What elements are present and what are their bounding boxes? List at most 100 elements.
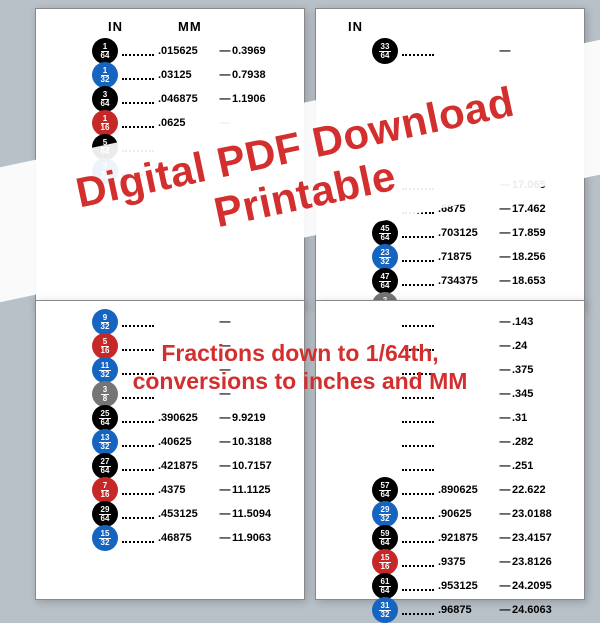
leader-dots [402,581,434,591]
conversion-row: 1516.9375—23.8126 [328,551,572,573]
value-mm: 0.7938 [232,69,292,81]
value-mm: 24.6063 [512,604,572,616]
dash-separator: — [218,484,232,496]
fraction-bullet: 132 [92,62,118,88]
dash-separator: — [498,436,512,448]
fraction-bullet: 2964 [92,501,118,527]
leader-dots [122,533,154,543]
value-mm: .251 [512,460,572,472]
dash-separator: — [498,604,512,616]
fraction-bullet: 4764 [372,268,398,294]
value-mm: 11.1125 [232,484,292,496]
conversion-row: —.251 [328,455,572,477]
column-headers: IN [328,19,572,34]
dash-separator: — [498,251,512,263]
conversion-row: 716.4375—11.1125 [48,479,292,501]
dash-separator: — [498,275,512,287]
header-mm: MM [178,19,248,34]
header-in: IN [108,19,178,34]
bullet-group: 3364 [328,38,398,64]
column-headers: IN MM [48,19,292,34]
leader-dots [402,557,434,567]
fraction-bullet: 6164 [372,573,398,599]
value-mm: 18.256 [512,251,572,263]
value-mm: 24.2095 [512,580,572,592]
value-mm: 9.9219 [232,412,292,424]
leader-dots [122,509,154,519]
conversion-row: 4564.703125—17.859 [328,222,572,244]
dash-separator: — [498,532,512,544]
leader-dots [402,413,434,423]
value-mm: .24 [512,340,572,352]
fraction-bullet: 164 [92,38,118,64]
dash-separator: — [218,460,232,472]
leader-dots [402,485,434,495]
conversion-row: —.143 [328,311,572,333]
fraction-bullet: 5764 [372,477,398,503]
dash-separator: — [498,484,512,496]
value-mm: 11.9063 [232,532,292,544]
dash-separator: — [218,45,232,57]
conversion-row: 6164.953125—24.2095 [328,575,572,597]
bullet-group: 1532 [48,525,118,551]
bullet-group: 164 [48,38,118,64]
bullet-group: 1516 [328,549,398,575]
value-mm: 1.1906 [232,93,292,105]
leader-dots [122,413,154,423]
value-mm: .375 [512,364,572,376]
conversion-row: 364 .046875—1.1906 [48,88,292,110]
subtitle-line-2: conversions to inches and MM [90,368,510,396]
conversion-row: 5764.890625—22.622 [328,479,572,501]
promo-subtitle: Fractions down to 1/64th, conversions to… [90,340,510,395]
value-inches: .046875 [158,93,218,105]
fraction-bullet: 1332 [92,429,118,455]
leader-dots [402,437,434,447]
value-mm: 0.3969 [232,45,292,57]
conversion-row: 2332 .71875—18.256 [328,246,572,268]
value-mm: 10.7157 [232,460,292,472]
value-inches: .734375 [438,275,498,287]
conversion-row: 2964.453125—11.5094 [48,503,292,525]
conversion-row: 132.03125—0.7938 [48,64,292,86]
fraction-bullet: 364 [92,86,118,112]
value-inches: .453125 [158,508,218,520]
leader-dots [122,437,154,447]
leader-dots [402,46,434,56]
value-inches: .40625 [158,436,218,448]
bullet-group: 2564 [48,405,118,431]
value-inches: .90625 [438,508,498,520]
value-mm: 10.3188 [232,436,292,448]
subtitle-line-1: Fractions down to 1/64th, [90,340,510,368]
value-mm: 23.4157 [512,532,572,544]
value-inches: .953125 [438,580,498,592]
fraction-bullet: 2332 [372,244,398,270]
fraction-bullet: 932 [92,309,118,335]
dash-separator: — [218,93,232,105]
bullet-group: 132 [48,62,118,88]
leader-dots [122,485,154,495]
value-inches: .03125 [158,69,218,81]
leader-dots [122,70,154,80]
leader-dots [122,461,154,471]
bullet-group: 5964 [328,525,398,551]
conversion-row: 3132.96875—24.6063 [328,599,572,621]
value-mm: 17.462 [512,203,572,215]
dash-separator: — [498,227,512,239]
conversion-row: —.31 [328,407,572,429]
value-mm: .31 [512,412,572,424]
bullet-group: 2764 [48,453,118,479]
dash-separator: — [218,436,232,448]
value-inches: .4375 [158,484,218,496]
dash-separator: — [218,412,232,424]
fraction-bullet: 116 [92,110,118,136]
header-in: IN [348,19,418,34]
value-inches: .015625 [158,45,218,57]
value-inches: .96875 [438,604,498,616]
fraction-bullet: 3364 [372,38,398,64]
value-inches: .9375 [438,556,498,568]
value-inches: .71875 [438,251,498,263]
value-inches: .421875 [158,460,218,472]
conversion-row: —.282 [328,431,572,453]
dash-separator: — [498,203,512,215]
leader-dots [402,461,434,471]
